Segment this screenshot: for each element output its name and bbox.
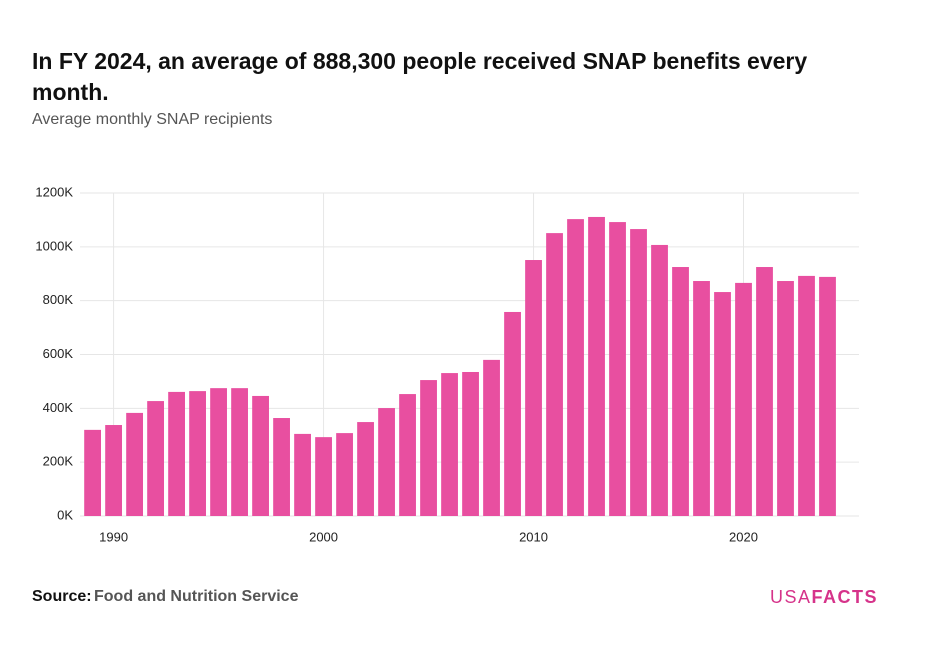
bar: [168, 391, 185, 516]
logo-facts: FACTS: [811, 587, 878, 607]
bar: [777, 281, 794, 516]
y-tick-label: 800K: [43, 292, 74, 307]
x-tick-label: 2000: [309, 529, 338, 544]
source-label: Source:: [32, 588, 92, 605]
bar: [672, 267, 689, 516]
bar: [714, 292, 731, 516]
bar: [462, 371, 479, 516]
y-tick-label: 1200K: [35, 184, 73, 199]
bar: [735, 282, 752, 516]
bar: [231, 388, 248, 516]
bar: [819, 276, 836, 516]
x-tick-label: 2020: [729, 529, 758, 544]
bar: [336, 433, 353, 516]
source: Food and Nutrition Service: [94, 588, 299, 605]
y-tick-label: 1000K: [35, 238, 73, 253]
y-tick-label: 600K: [43, 346, 74, 361]
x-tick-label: 2010: [519, 529, 548, 544]
bar: [273, 418, 290, 516]
bar: [189, 391, 206, 516]
bar: [567, 219, 584, 516]
bar: [252, 395, 269, 516]
bar: [588, 216, 605, 517]
chart-title: In FY 2024, an average of 888,300 people…: [32, 48, 808, 105]
y-tick-label: 200K: [43, 454, 74, 469]
bar: [504, 311, 521, 516]
bar: [798, 275, 815, 516]
bar: [105, 425, 122, 516]
y-tick-label: 0K: [57, 507, 73, 522]
x-tick-label: 1990: [99, 529, 128, 544]
bar: [357, 422, 374, 516]
bar: [483, 359, 500, 516]
bar: [420, 380, 437, 516]
bar: [84, 429, 101, 516]
bar: [609, 222, 626, 516]
bar: [315, 437, 332, 516]
bar: [126, 412, 143, 516]
bar: [756, 267, 773, 516]
bar: [147, 401, 164, 516]
logo-usa: USA: [770, 587, 812, 607]
bar: [651, 244, 668, 517]
chart-subtitle: Average monthly SNAP recipients: [32, 111, 273, 128]
y-tick-label: 400K: [43, 400, 74, 415]
bar: [378, 408, 395, 516]
bar: [210, 388, 227, 516]
bar: [630, 229, 647, 516]
bar: [525, 260, 542, 516]
bar: [399, 394, 416, 516]
bar: [441, 373, 458, 516]
bar: [693, 281, 710, 516]
logo: USAFACTS: [770, 587, 878, 607]
bar: [546, 233, 563, 516]
bar: [294, 433, 311, 516]
